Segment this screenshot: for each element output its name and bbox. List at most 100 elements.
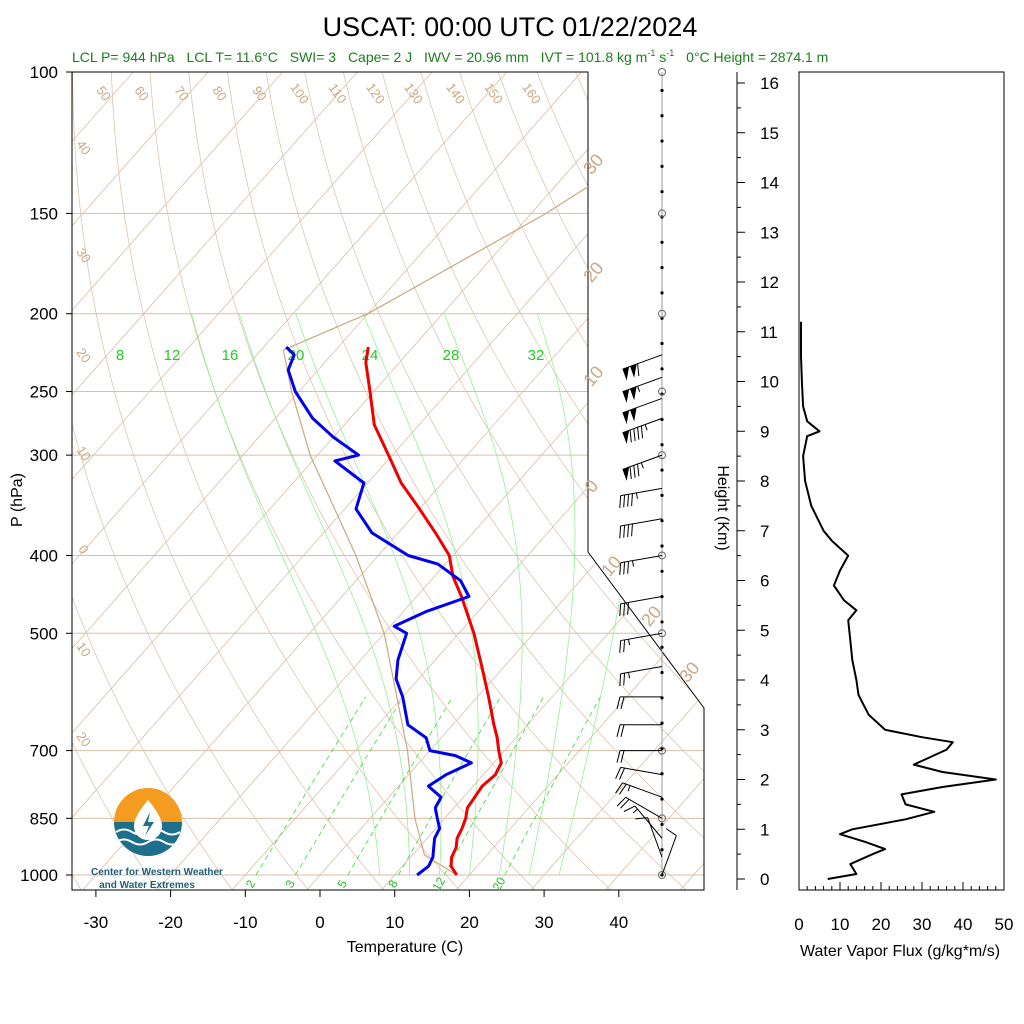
- dry-adiabat-line: [808, 72, 1024, 892]
- isotherm-line: [454, 72, 704, 890]
- wind-barb-feather: [619, 525, 622, 539]
- wind-barb-shaft: [620, 554, 663, 564]
- wind-barb: [616, 750, 662, 763]
- wind-barb: [616, 724, 662, 737]
- wind-barb: [622, 454, 663, 481]
- wind-barb-feather: [616, 750, 621, 763]
- wind-barb-half-feather: [632, 808, 638, 814]
- height-tick-label: 3: [760, 721, 769, 740]
- wind-staff-dot: [660, 367, 664, 371]
- isotherm-line: [72, 72, 225, 890]
- moist-adiabat-label: 12: [164, 347, 181, 364]
- wind-staff-dot: [660, 797, 664, 801]
- wind-barb-feather: [633, 465, 636, 478]
- skew-t-xlabel: Temperature (C): [347, 939, 463, 956]
- wind-barb-feather: [620, 724, 625, 737]
- wind-barb-flag: [622, 410, 630, 425]
- wind-staff-dot: [660, 519, 664, 523]
- wind-barb-feather: [623, 562, 626, 575]
- wind-barb-shaft: [620, 632, 663, 642]
- mixing-ratio-label: 12: [429, 874, 448, 893]
- moist-adiabat-line: [191, 313, 381, 876]
- wind-barb-feather: [623, 525, 626, 538]
- wind-barb-column: [615, 68, 677, 879]
- height-tick-label: 12: [760, 273, 779, 292]
- moist-adiabat-line: [295, 313, 442, 876]
- wind-barb-feather: [620, 696, 625, 709]
- isotherm-line: [304, 72, 704, 890]
- wind-barb-feather: [623, 805, 636, 812]
- mixing-ratio-label: 3: [282, 877, 298, 890]
- height-tick-label: 7: [760, 522, 769, 541]
- height-tick-label: 2: [760, 771, 769, 790]
- wind-barb-flag: [622, 467, 630, 481]
- wind-barb-feather: [616, 796, 626, 807]
- info-lcl-p: LCL P= 944 hPa: [72, 49, 175, 65]
- wind-barb-feather: [640, 425, 644, 439]
- temperature-tick-label: 0: [315, 913, 324, 932]
- isotherm-label: 20: [579, 258, 607, 286]
- cw3e-logo: Center for Western Weather and Water Ext…: [91, 788, 223, 891]
- dry-adiabat-label: 60: [131, 83, 152, 103]
- dry-adiabat-left-label: 10: [73, 639, 94, 659]
- temperature-tick-label: 30: [535, 913, 554, 932]
- wind-staff-dot: [660, 544, 664, 548]
- mixing-ratio-line: [347, 696, 453, 876]
- wind-barb: [635, 817, 663, 858]
- dry-adiabat-left-label: 40: [73, 137, 94, 157]
- flux-frame: [798, 71, 1005, 891]
- wind-barb-shaft: [620, 766, 663, 776]
- wind-barb-feather: [623, 603, 626, 616]
- wind-barb-feather: [623, 673, 626, 686]
- pressure-tick-label: 150: [30, 204, 58, 223]
- dry-adiabat-line: [730, 72, 1024, 892]
- wind-barb-feather: [637, 363, 640, 377]
- info-line: LCL P= 944 hPa LCL T= 11.6°C SWI= 3 Cape…: [72, 43, 828, 65]
- wind-barb-feather: [627, 561, 630, 574]
- wind-barb: [616, 796, 663, 819]
- isotherm-label: 10: [579, 362, 607, 390]
- flux-tick-label: 10: [831, 915, 850, 934]
- temperature-tick-label: -10: [233, 913, 258, 932]
- dry-adiabat-line: [72, 72, 235, 890]
- wind-barb-feather: [627, 524, 630, 537]
- isotherm-line: [379, 72, 704, 890]
- wind-staff-dot: [660, 139, 664, 143]
- info-swi: SWI= 3: [290, 49, 337, 65]
- wind-barb: [623, 805, 663, 839]
- pressure-tick-label: 400: [30, 546, 58, 565]
- wind-barb-feather: [631, 523, 633, 537]
- dry-adiabat-line: [575, 72, 704, 890]
- wind-barb-shaft: [647, 817, 663, 858]
- wind-barb-feather: [619, 673, 622, 687]
- dry-adiabat-line: [72, 72, 386, 890]
- flux-trace: [800, 321, 997, 880]
- wind-barb-half-feather: [631, 560, 634, 567]
- wind-barb-feather: [637, 463, 640, 477]
- wind-barb: [615, 782, 663, 798]
- wind-staff-dot: [660, 569, 664, 573]
- height-tick-label: 1: [760, 820, 769, 839]
- moist-adiabat-label: 28: [443, 347, 460, 364]
- wind-barb-shaft: [622, 376, 663, 393]
- info-ivt-sup1: -1: [647, 48, 655, 58]
- mixing-ratio-label: 2: [243, 877, 259, 890]
- temperature-tick-label: 20: [460, 913, 479, 932]
- height-tick-label: 15: [760, 124, 779, 143]
- flux-ylabel: Height (Km): [714, 465, 731, 550]
- dewpoint-trace: [285, 345, 473, 877]
- dry-adiabat-line: [149, 72, 538, 890]
- temperature-tick-label: -20: [158, 913, 183, 932]
- height-tick-label: 13: [760, 223, 779, 242]
- isotherm-line: [229, 72, 704, 890]
- moist-adiabat-label: 24: [362, 347, 379, 364]
- dry-adiabat-label: 160: [519, 80, 544, 106]
- dry-adiabat-line: [110, 72, 462, 890]
- dry-adiabat-left-label: 0: [75, 542, 91, 557]
- dry-adiabat-line: [265, 72, 704, 890]
- wind-barb-half-feather: [627, 785, 631, 792]
- mixing-ratio-label: 5: [335, 877, 351, 890]
- wind-staff-dot: [660, 620, 664, 624]
